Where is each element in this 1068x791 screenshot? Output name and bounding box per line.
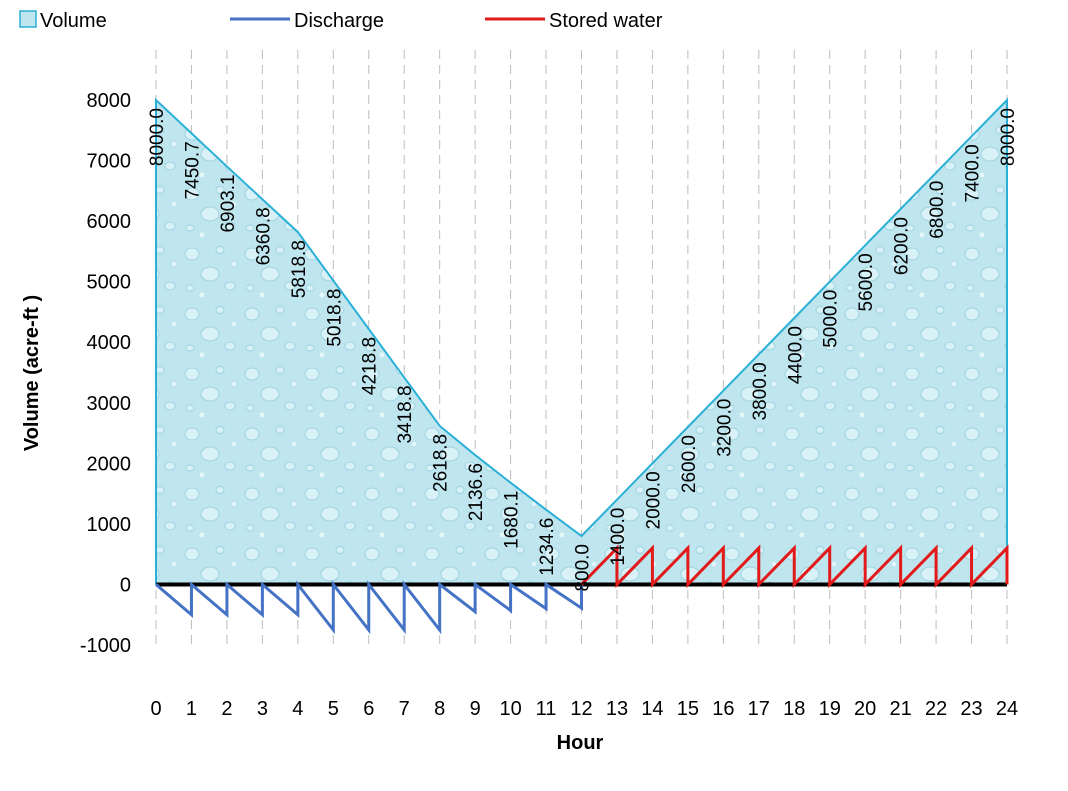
legend-stored-label: Stored water	[549, 10, 663, 32]
y-axis-title: Volume (acre-ft )	[21, 295, 43, 451]
data-label: 7400.0	[963, 144, 984, 202]
x-tick-label: 8	[434, 698, 445, 720]
x-tick-label: 0	[150, 698, 161, 720]
x-tick-label: 14	[641, 698, 663, 720]
data-label: 3418.8	[395, 385, 416, 443]
data-label: 5600.0	[856, 253, 877, 311]
data-label: 2000.0	[643, 471, 664, 529]
data-label: 8000.0	[147, 108, 168, 166]
x-tick-label: 24	[996, 698, 1018, 720]
axes-layer: -1000 0 1000 2000 3000 4000 5000 6000 7000 8000 0 1…	[21, 90, 1018, 754]
x-tick-label: 16	[712, 698, 734, 720]
x-tick-label: 11	[536, 698, 557, 720]
y-tick-label: 5000	[87, 272, 132, 294]
data-label: 8000.0	[998, 108, 1019, 166]
x-tick-label: 7	[399, 698, 410, 720]
data-label: 1680.1	[502, 491, 523, 549]
y-tick-label: 1000	[87, 514, 132, 536]
data-label: 6200.0	[892, 217, 913, 275]
volume-area-layer	[155, 97, 1008, 585]
data-labels-layer: 8000.0 7450.7 6903.1 6360.8 5818.8 5018.8 4218…	[147, 108, 1019, 592]
x-tick-label: 23	[960, 698, 982, 720]
data-label: 2136.6	[466, 463, 487, 521]
data-label: 6903.1	[218, 174, 239, 232]
discharge-line	[155, 580, 583, 635]
legend-volume-swatch	[19, 10, 37, 28]
y-tick-label: 7000	[87, 151, 132, 173]
x-tick-label: 1	[186, 698, 197, 720]
legend: Volume Discharge Stored water	[19, 10, 663, 32]
stored-water-line	[580, 544, 1009, 589]
data-label: 6360.8	[253, 207, 274, 265]
legend-volume-label: Volume	[40, 10, 107, 32]
legend-discharge-label: Discharge	[294, 10, 384, 32]
x-tick-label: 19	[819, 698, 841, 720]
y-tick-label: 6000	[87, 211, 132, 233]
x-tick-label: 9	[470, 698, 481, 720]
x-tick-label: 15	[677, 698, 699, 720]
x-tick-label: 21	[890, 698, 912, 720]
data-label: 5818.8	[289, 240, 310, 298]
x-tick-label: 20	[854, 698, 876, 720]
data-label: 6800.0	[927, 181, 948, 239]
data-label: 4400.0	[785, 326, 806, 384]
data-label: 1234.6	[537, 518, 558, 576]
y-tick-label: 0	[120, 574, 131, 596]
x-tick-label: 4	[292, 698, 303, 720]
data-label: 2600.0	[679, 435, 700, 493]
x-tick-label: 12	[570, 698, 592, 720]
data-label: 1400.0	[608, 508, 629, 566]
y-tick-label: 2000	[87, 453, 132, 475]
data-label: 4218.8	[360, 337, 381, 395]
y-tick-label: 3000	[87, 393, 132, 415]
x-tick-label: 17	[748, 698, 770, 720]
x-tick-label: 22	[925, 698, 947, 720]
volume-outline	[155, 97, 1008, 585]
x-tick-label: 18	[783, 698, 805, 720]
y-tick-label: 4000	[87, 332, 132, 354]
x-tick-label: 2	[221, 698, 232, 720]
data-label: 5000.0	[821, 290, 842, 348]
volume-area	[156, 100, 1007, 585]
data-label: 5018.8	[324, 289, 345, 347]
x-tick-label: 10	[499, 698, 521, 720]
x-tick-label: 3	[257, 698, 268, 720]
data-label: 7450.7	[182, 141, 203, 199]
x-tick-label: 6	[363, 698, 374, 720]
x-tick-label: 13	[606, 698, 628, 720]
data-label: 3800.0	[750, 362, 771, 420]
data-label: 3200.0	[714, 399, 735, 457]
x-axis-title: Hour	[557, 732, 604, 754]
x-tick-label: 5	[328, 698, 339, 720]
y-tick-label: -1000	[80, 635, 131, 657]
data-label: 2618.8	[431, 434, 452, 492]
data-label: 800.0	[573, 544, 594, 592]
line-series-layer	[155, 544, 1009, 635]
y-tick-label: 8000	[87, 90, 132, 112]
